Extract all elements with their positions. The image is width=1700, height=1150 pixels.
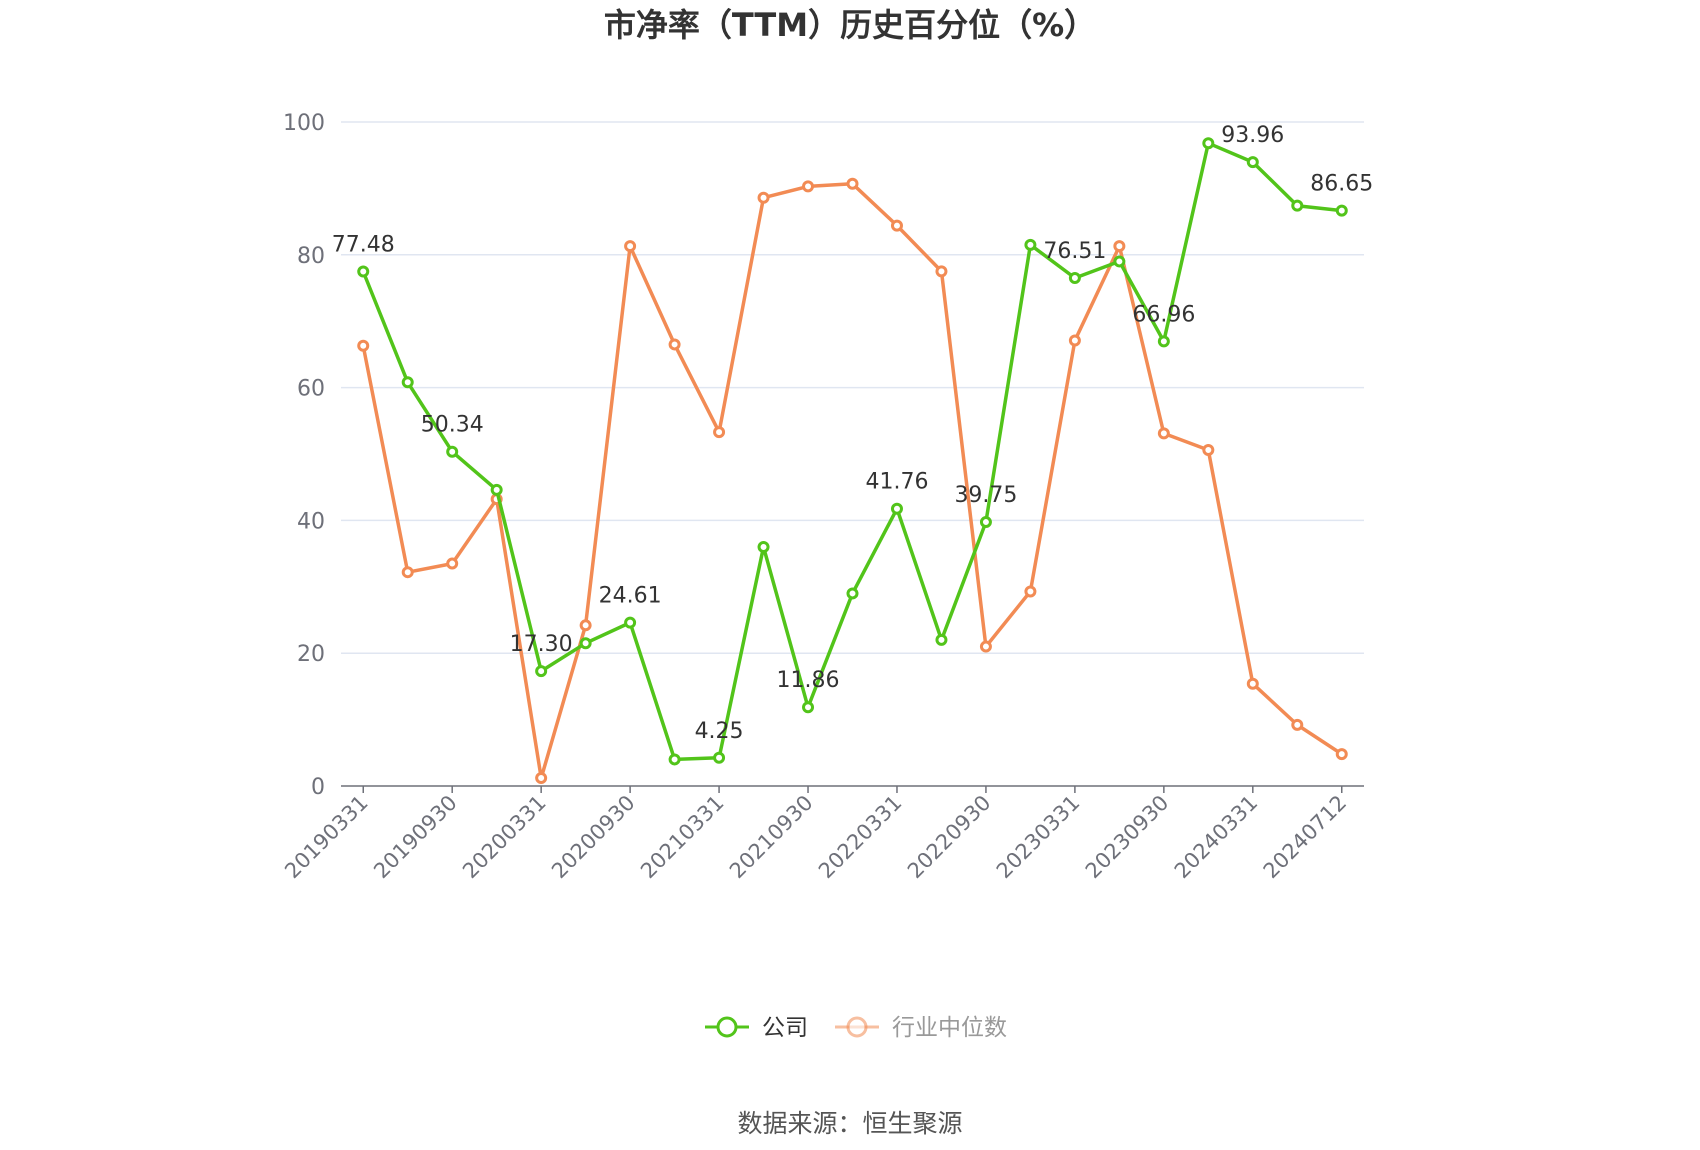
data-point-industry-median xyxy=(624,240,637,253)
legend-company-marker xyxy=(716,1016,738,1038)
x-tick-label: 20220331 xyxy=(814,791,907,884)
y-tick-label: 0 xyxy=(311,775,325,800)
x-tick-label: 20190331 xyxy=(280,791,373,884)
data-point-company xyxy=(1291,199,1304,212)
data-label: 86.65 xyxy=(1310,172,1373,197)
data-point-company xyxy=(1113,255,1126,268)
data-label: 24.61 xyxy=(599,584,662,609)
data-point-industry-median xyxy=(357,339,370,352)
data-label: 93.96 xyxy=(1221,123,1284,148)
data-point-company xyxy=(490,483,503,496)
x-tick-label: 20210930 xyxy=(725,791,818,884)
data-label: 4.25 xyxy=(695,719,744,744)
data-point-industry-median xyxy=(446,557,459,570)
data-point-industry-median xyxy=(668,338,681,351)
data-labels: 77.48 50.34 17.30 24.61 4.25 11.86 41.76 39.75 7… xyxy=(332,123,1374,744)
x-tick-label: 20230331 xyxy=(992,791,1085,884)
data-point-industry-median xyxy=(935,265,948,278)
x-tick-label: 20220930 xyxy=(903,791,996,884)
y-tick-label: 100 xyxy=(283,111,325,136)
data-point-company xyxy=(935,633,948,646)
data-point-industry-median xyxy=(1157,427,1170,440)
data-label: 17.30 xyxy=(510,632,573,657)
data-point-company xyxy=(979,516,992,529)
y-tick-label: 60 xyxy=(297,377,325,402)
data-point-company xyxy=(579,637,592,650)
data-point-company xyxy=(713,751,726,764)
data-label: 11.86 xyxy=(777,668,840,693)
data-point-company xyxy=(1157,335,1170,348)
data-point-industry-median xyxy=(1068,334,1081,347)
data-point-company xyxy=(668,753,681,766)
data-point-company xyxy=(1068,271,1081,284)
chart-title: 市净率（TTM）历史百分位（%） xyxy=(604,6,1096,44)
x-tick-label: 20200930 xyxy=(547,791,640,884)
data-point-industry-median xyxy=(535,772,548,785)
series-line-industry-median xyxy=(361,182,1344,780)
data-point-company xyxy=(890,502,903,515)
data-label: 66.96 xyxy=(1132,302,1195,327)
data-point-company xyxy=(1246,156,1259,169)
y-axis: 0 20 40 60 80 100 xyxy=(283,111,325,800)
data-label: 76.51 xyxy=(1043,239,1106,264)
legend: 公司 行业中位数 xyxy=(705,1015,1007,1041)
x-tick-label: 20240712 xyxy=(1259,791,1352,884)
y-tick-label: 40 xyxy=(297,509,325,534)
data-point-company xyxy=(357,265,370,278)
x-tick-label: 20190930 xyxy=(369,791,462,884)
series-company xyxy=(357,137,1348,766)
x-tick-label: 20210331 xyxy=(636,791,729,884)
legend-item-company[interactable]: 公司 xyxy=(705,1015,808,1041)
data-point-company xyxy=(624,616,637,629)
data-point-industry-median xyxy=(802,180,815,193)
series-layer xyxy=(357,137,1348,785)
data-point-industry-median xyxy=(401,566,414,579)
legend-item-industry-median[interactable]: 行业中位数 xyxy=(835,1015,1007,1041)
legend-industry-median-marker xyxy=(846,1016,868,1038)
data-point-company xyxy=(401,376,414,389)
data-point-industry-median xyxy=(579,619,592,632)
legend-industry-median-label: 行业中位数 xyxy=(892,1015,1007,1041)
data-point-industry-median xyxy=(757,191,770,204)
data-point-industry-median xyxy=(846,177,859,190)
data-point-company xyxy=(757,540,770,553)
data-label: 41.76 xyxy=(865,470,928,495)
data-point-industry-median xyxy=(1335,748,1348,761)
data-point-industry-median xyxy=(1291,718,1304,731)
grid-lines xyxy=(341,121,1364,654)
data-point-company xyxy=(802,701,815,714)
x-tick-label: 20230930 xyxy=(1081,791,1174,884)
data-point-industry-median xyxy=(1246,677,1259,690)
data-point-industry-median xyxy=(713,426,726,439)
y-tick-label: 80 xyxy=(297,244,325,269)
series-line-company xyxy=(361,141,1344,762)
x-tick-label: 20240331 xyxy=(1170,791,1263,884)
data-label: 39.75 xyxy=(954,483,1017,508)
data-point-company xyxy=(1202,137,1215,150)
data-point-company xyxy=(446,445,459,458)
data-point-company xyxy=(846,587,859,600)
data-point-industry-median xyxy=(1024,585,1037,598)
data-point-company xyxy=(535,665,548,678)
legend-company-label: 公司 xyxy=(762,1015,808,1041)
data-point-industry-median xyxy=(890,219,903,232)
data-label: 77.48 xyxy=(332,233,395,258)
series-industry-median xyxy=(357,177,1348,785)
data-point-company xyxy=(1335,204,1348,217)
data-point-company xyxy=(1024,238,1037,251)
x-tick-label: 20200331 xyxy=(458,791,551,884)
data-source: 数据来源：恒生聚源 xyxy=(737,1109,962,1138)
data-label: 50.34 xyxy=(421,413,484,438)
data-point-industry-median xyxy=(979,640,992,653)
y-tick-label: 20 xyxy=(297,642,325,667)
x-axis: 2019033120190930202003312020093020210331… xyxy=(280,785,1364,884)
data-point-industry-median xyxy=(1202,444,1215,457)
data-point-industry-median xyxy=(1113,240,1126,253)
